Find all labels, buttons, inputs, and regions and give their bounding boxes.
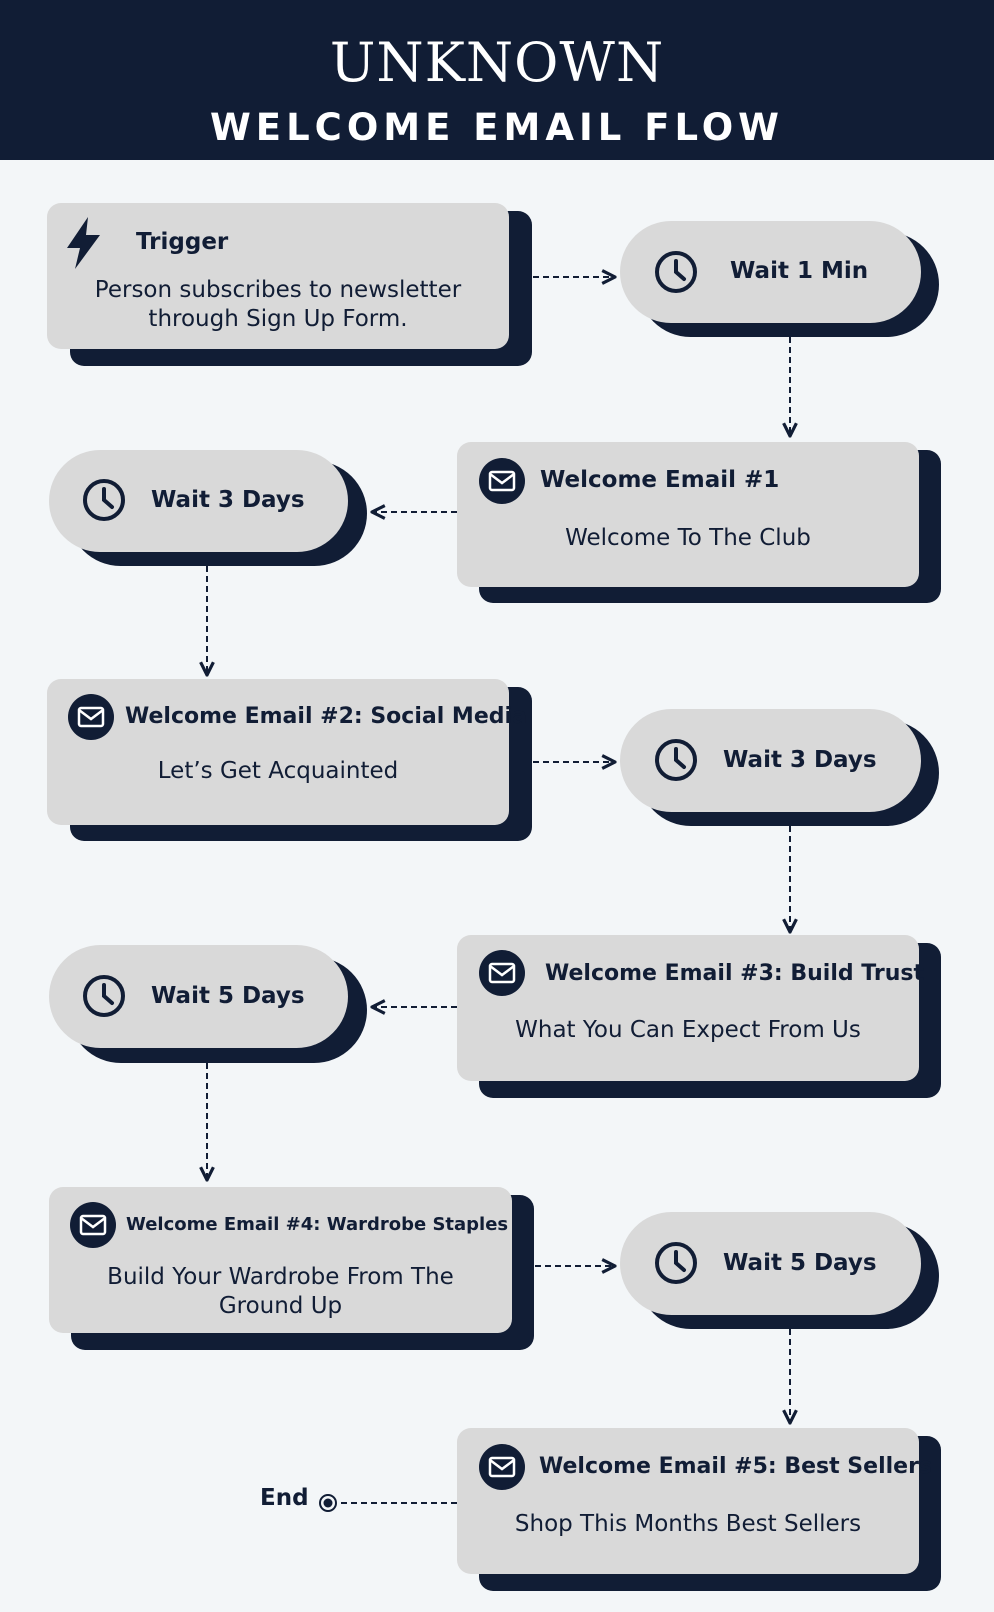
clock-icon: [655, 251, 697, 293]
wait-3-pill: Wait 3 Days: [620, 709, 921, 812]
email-3-card: Welcome Email #3: Build Trust What You C…: [457, 935, 924, 1081]
wait-1-pill: Wait 1 Min: [620, 221, 921, 323]
email-3-title: Welcome Email #3: Build Trust: [545, 961, 924, 986]
wait-2-pill: Wait 3 Days: [49, 450, 348, 552]
email-2-card: Welcome Email #2: Social Media Let’s Get…: [47, 679, 527, 825]
trigger-text-line-2: through Sign Up Form.: [148, 306, 408, 332]
email-2-title: Welcome Email #2: Social Media: [125, 704, 527, 729]
email-4-subtitle-line-2: Ground Up: [218, 1293, 343, 1319]
envelope-icon: [68, 694, 114, 740]
clock-icon: [655, 1242, 697, 1284]
clock-icon: [83, 479, 125, 521]
trigger-title: Trigger: [136, 229, 229, 255]
wait-3-label: Wait 3 Days: [723, 747, 877, 773]
envelope-icon: [479, 950, 525, 996]
envelope-icon: [479, 458, 525, 504]
wait-5-label: Wait 5 Days: [723, 1250, 877, 1276]
wait-1-label: Wait 1 Min: [730, 258, 869, 284]
clock-icon: [655, 739, 697, 781]
email-4-card: Welcome Email #4: Wardrobe Staples Build…: [49, 1187, 512, 1333]
end-label: End: [260, 1485, 309, 1511]
envelope-icon: [479, 1444, 525, 1490]
envelope-icon: [70, 1202, 116, 1248]
clock-icon: [83, 975, 125, 1017]
flow-title: WELCOME EMAIL FLOW: [210, 106, 784, 149]
trigger-card: Trigger Person subscribes to newsletter …: [47, 203, 509, 349]
end-node-icon: [319, 1494, 337, 1512]
lightning-icon: [67, 217, 100, 269]
email-1-subtitle: Welcome To The Club: [565, 525, 811, 551]
trigger-text-line-1: Person subscribes to newsletter: [94, 277, 462, 303]
email-5-title: Welcome Email #5: Best Sellers: [539, 1454, 933, 1479]
email-4-subtitle-line-1: Build Your Wardrobe From The: [107, 1264, 454, 1290]
email-3-subtitle: What You Can Expect From Us: [515, 1017, 861, 1043]
email-1-card: Welcome Email #1 Welcome To The Club: [457, 442, 919, 587]
email-2-subtitle: Let’s Get Acquainted: [157, 758, 399, 784]
wait-4-pill: Wait 5 Days: [49, 945, 348, 1048]
brand-name: UNKNOWN: [329, 31, 665, 94]
email-5-subtitle: Shop This Months Best Sellers: [514, 1511, 862, 1537]
email-1-title: Welcome Email #1: [540, 467, 780, 493]
wait-5-pill: Wait 5 Days: [620, 1212, 921, 1315]
email-4-title: Welcome Email #4: Wardrobe Staples: [126, 1214, 509, 1235]
wait-4-label: Wait 5 Days: [151, 983, 305, 1009]
wait-2-label: Wait 3 Days: [151, 487, 305, 513]
header-banner: UNKNOWN WELCOME EMAIL FLOW: [0, 0, 994, 160]
email-5-card: Welcome Email #5: Best Sellers Shop This…: [457, 1428, 932, 1574]
